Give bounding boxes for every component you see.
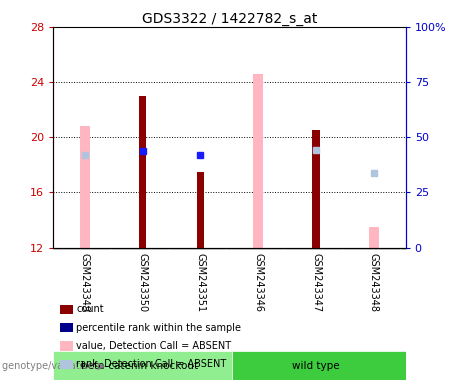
Text: GSM243349: GSM243349 (80, 253, 90, 312)
Bar (80, 126, 90, 248)
Text: genotype/variation ▶: genotype/variation ▶ (2, 361, 106, 371)
Title: GDS3322 / 1422782_s_at: GDS3322 / 1422782_s_at (142, 12, 317, 26)
Text: GSM243347: GSM243347 (311, 253, 321, 312)
Text: GSM243346: GSM243346 (253, 253, 263, 312)
Bar (232, 351, 406, 380)
Text: count: count (76, 304, 104, 314)
Text: beta-catenin knockout: beta-catenin knockout (81, 361, 198, 371)
Bar (53, 351, 232, 380)
Text: wild type: wild type (292, 361, 340, 371)
Bar (139, 96, 147, 248)
Bar (369, 227, 379, 248)
Text: GSM243348: GSM243348 (369, 253, 379, 312)
Text: value, Detection Call = ABSENT: value, Detection Call = ABSENT (76, 341, 231, 351)
Text: GSM243351: GSM243351 (195, 253, 206, 312)
Bar (197, 172, 204, 248)
Text: rank, Detection Call = ABSENT: rank, Detection Call = ABSENT (76, 359, 226, 369)
Bar (253, 74, 263, 248)
Text: GSM243350: GSM243350 (138, 253, 148, 312)
Bar (312, 131, 320, 248)
Text: percentile rank within the sample: percentile rank within the sample (76, 323, 241, 333)
